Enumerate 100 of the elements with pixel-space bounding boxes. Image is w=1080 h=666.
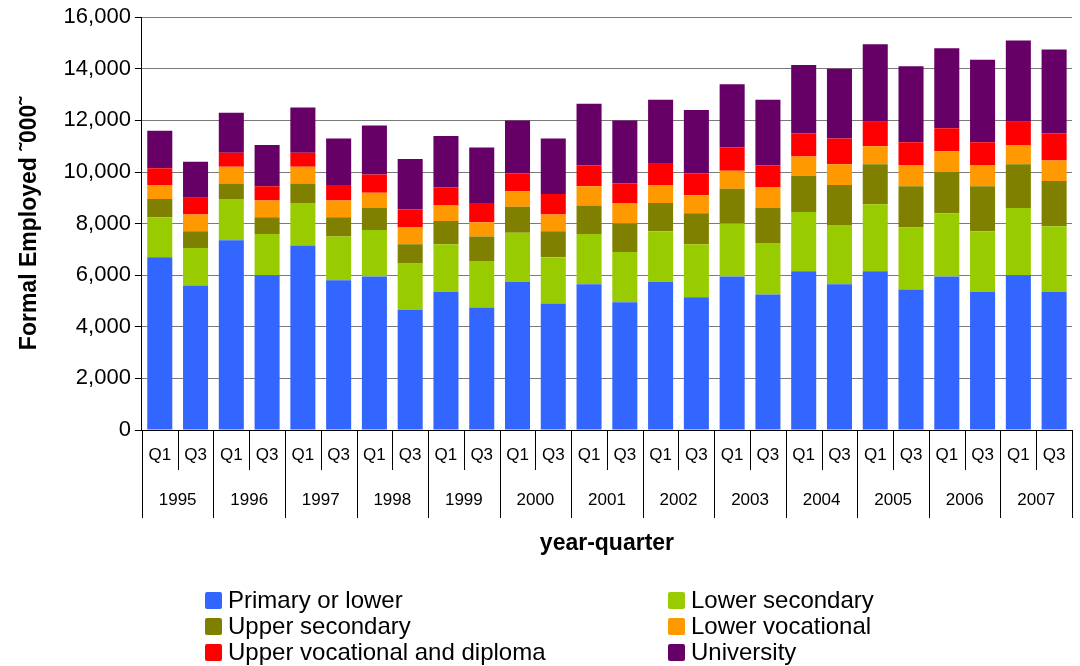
bar	[755, 165, 781, 188]
bar	[504, 206, 531, 233]
x-tick-label: Q3	[828, 444, 851, 464]
x-tick-label: Q1	[1007, 444, 1030, 464]
bar	[826, 164, 852, 185]
bar	[433, 221, 459, 245]
text: 2002	[659, 489, 698, 509]
bar	[934, 276, 960, 430]
x-tick-label: Q1	[863, 444, 887, 464]
bar	[648, 281, 674, 430]
bar	[540, 193, 566, 215]
bar	[1005, 40, 1031, 122]
bar	[755, 208, 781, 243]
bar	[469, 147, 495, 203]
bar	[504, 281, 531, 430]
x-tick-label: Q3	[398, 444, 422, 464]
bar	[147, 257, 173, 430]
bar	[934, 151, 960, 172]
bar	[791, 64, 817, 134]
y-tick-label: 16,000	[63, 3, 131, 29]
x-tick-label: Q1	[720, 444, 744, 464]
bar	[433, 244, 459, 292]
legend-label: Primary or lower	[228, 586, 403, 614]
bar	[183, 231, 209, 249]
bar	[433, 135, 459, 188]
bar	[648, 99, 674, 163]
bar	[326, 138, 352, 185]
y-tick-label: 6,000	[75, 261, 131, 287]
bar	[218, 183, 244, 200]
bar	[397, 310, 423, 430]
bar	[683, 110, 709, 174]
y-tick-label: 2,000	[75, 364, 131, 390]
x-tick-label: Q1	[792, 444, 816, 464]
bar	[254, 186, 280, 201]
bar	[397, 227, 423, 245]
bar	[826, 138, 852, 165]
bar	[361, 192, 387, 209]
bar	[862, 146, 888, 165]
bar	[361, 174, 387, 193]
bar	[898, 165, 924, 187]
text: 2004	[802, 489, 841, 509]
bar	[898, 186, 924, 228]
bar	[612, 302, 638, 430]
bar	[1041, 291, 1067, 430]
bar	[290, 202, 316, 246]
bar	[147, 199, 173, 218]
bar	[254, 233, 280, 276]
bar	[1005, 121, 1031, 145]
bar	[1041, 181, 1067, 227]
bar	[576, 205, 602, 234]
bar	[612, 202, 638, 224]
bar	[862, 121, 888, 147]
bar	[326, 217, 352, 237]
bar	[183, 161, 209, 198]
bar	[826, 184, 852, 225]
bar	[326, 280, 352, 430]
bar	[970, 186, 996, 232]
bar	[254, 200, 280, 218]
legend-label: Lower vocational	[691, 612, 872, 640]
bar	[970, 59, 996, 143]
bar	[290, 183, 316, 203]
bar	[755, 187, 781, 209]
bar	[469, 307, 495, 430]
bar	[934, 48, 960, 129]
bar	[755, 242, 781, 295]
y-tick-label: 14,000	[63, 54, 131, 80]
x-tick-label: Q3	[327, 444, 350, 464]
bar	[433, 291, 459, 430]
bar	[433, 205, 459, 222]
x-tick-label: Q3	[541, 444, 565, 464]
y-tick-label: 8,000	[75, 209, 131, 235]
bar	[183, 197, 209, 215]
bar	[934, 128, 960, 152]
bar	[1005, 144, 1031, 165]
bar	[326, 184, 352, 201]
y-tick-label: 4,000	[75, 312, 131, 338]
bar	[719, 276, 745, 430]
bar	[934, 172, 960, 214]
bar	[970, 165, 996, 187]
bar	[683, 213, 709, 245]
bar	[970, 142, 996, 166]
x-tick-label: Q1	[935, 444, 959, 464]
bar	[576, 233, 602, 285]
bar	[504, 191, 531, 207]
text: 1995	[158, 489, 197, 509]
text: 2005	[874, 489, 913, 509]
bar	[826, 224, 852, 285]
bar	[183, 214, 209, 232]
bar	[898, 142, 924, 166]
bar	[719, 170, 745, 189]
x-tick-label: Q3	[756, 444, 780, 464]
x-tick-label: Q3	[613, 444, 637, 464]
bar	[540, 138, 566, 194]
bar	[719, 223, 745, 277]
bar	[934, 213, 960, 277]
bar	[147, 168, 173, 185]
bar	[147, 184, 173, 200]
x-tick-label: Q3	[255, 444, 279, 464]
bar	[218, 112, 244, 153]
bar	[576, 165, 602, 187]
